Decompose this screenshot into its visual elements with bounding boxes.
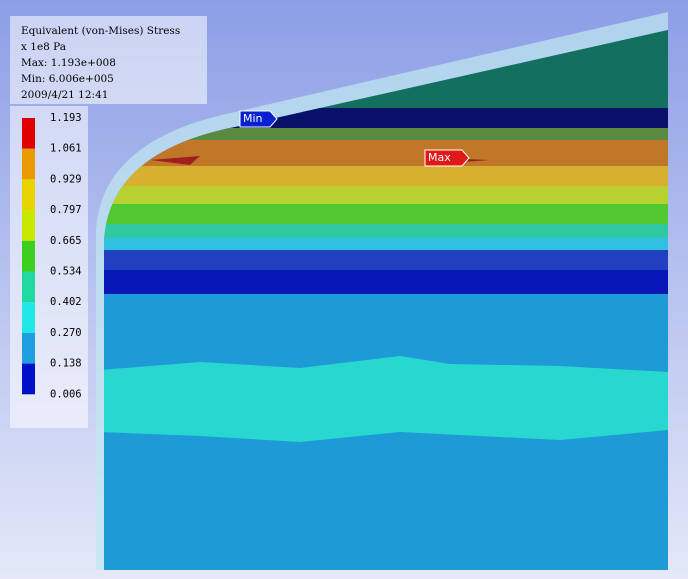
legend-band [22,118,35,149]
legend-band [22,363,35,395]
legend-label: 0.929 [50,173,82,185]
legend-label: 0.138 [50,358,82,370]
legend-band [22,271,35,303]
header-line: Min: 6.006e+005 [21,73,114,85]
legend-label: 1.193 [50,112,82,124]
legend-label: 1.061 [50,143,82,155]
legend-label: 0.534 [50,266,82,278]
legend-label: 0.797 [50,204,82,216]
legend-band [22,302,35,333]
legend-band [22,240,35,272]
legend-band [22,179,35,211]
legend-band [22,210,35,241]
header-box [10,16,207,104]
header-line: 2009/4/21 12:41 [21,89,108,101]
max-label: Max [428,151,451,164]
legend-band [22,332,35,364]
header-line: x 1e8 Pa [21,41,66,53]
min-tag [239,110,278,128]
legend-label: 0.665 [50,235,82,247]
legend-label: 0.402 [50,296,82,308]
legend-label: 0.270 [50,327,82,339]
min-label: Min [243,112,263,125]
legend-band [22,148,35,180]
header-line: Equivalent (von-Mises) Stress [21,25,180,37]
legend-label: 0.006 [50,388,82,400]
header-line: Max: 1.193e+008 [21,57,116,69]
max-tag [424,149,470,167]
